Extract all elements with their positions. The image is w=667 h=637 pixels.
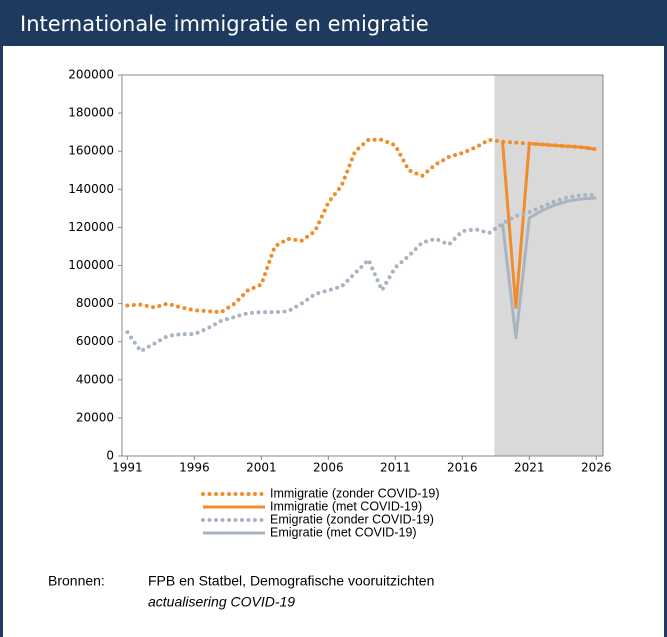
x-tick-label: 2006 bbox=[313, 461, 344, 475]
y-tick-label: 160000 bbox=[68, 144, 114, 158]
y-tick-label: 180000 bbox=[68, 106, 114, 120]
right-border bbox=[664, 46, 667, 637]
left-border bbox=[0, 46, 3, 637]
x-tick-label: 2001 bbox=[246, 461, 277, 475]
source-text: FPB en Statbel, Demografische vooruitzic… bbox=[148, 573, 434, 589]
chart-title: Internationale immigratie en emigratie bbox=[20, 12, 429, 36]
x-tick-label: 2011 bbox=[380, 461, 411, 475]
y-tick-label: 120000 bbox=[68, 220, 114, 234]
x-tick-label: 1991 bbox=[112, 461, 143, 475]
series-line bbox=[125, 137, 599, 315]
source-text: actualisering COVID-19 bbox=[148, 594, 295, 610]
y-tick-label: 40000 bbox=[76, 372, 114, 386]
series-line bbox=[125, 193, 599, 354]
y-tick-label: 100000 bbox=[68, 258, 114, 272]
legend-label: Emigratie (zonder COVID-19) bbox=[270, 512, 434, 526]
x-tick-label: 2026 bbox=[581, 461, 612, 475]
y-tick-label: 60000 bbox=[76, 334, 114, 348]
x-tick-label: 1996 bbox=[179, 461, 210, 475]
source-label: Bronnen: bbox=[48, 573, 105, 589]
y-tick-label: 20000 bbox=[76, 410, 114, 424]
legend-label: Immigratie (zonder COVID-19) bbox=[270, 486, 440, 500]
header-bar bbox=[0, 0, 667, 46]
legend-label: Emigratie (met COVID-19) bbox=[270, 525, 417, 539]
y-tick-label: 80000 bbox=[76, 296, 114, 310]
series-line bbox=[501, 196, 597, 340]
y-tick-label: 200000 bbox=[68, 68, 114, 82]
y-tick-label: 140000 bbox=[68, 182, 114, 196]
series-line bbox=[501, 141, 597, 309]
legend-label: Immigratie (met COVID-19) bbox=[270, 499, 422, 513]
projection-shade bbox=[494, 75, 603, 456]
x-tick-label: 2021 bbox=[514, 461, 545, 475]
y-tick-label: 0 bbox=[106, 449, 114, 463]
x-tick-label: 2016 bbox=[447, 461, 478, 475]
